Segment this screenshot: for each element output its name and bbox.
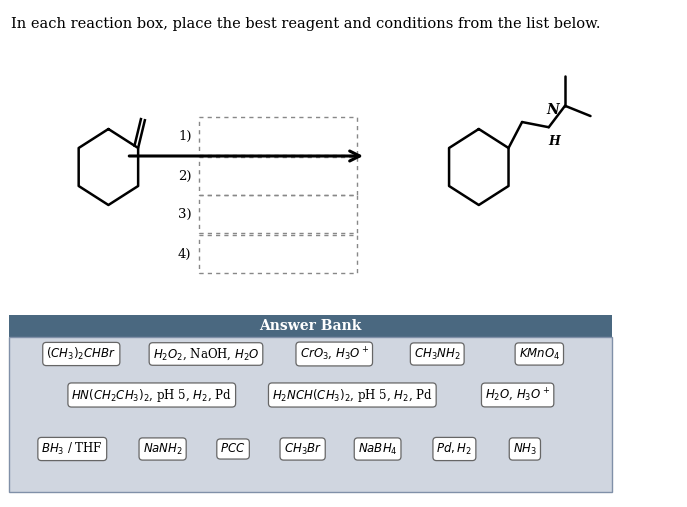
Text: 1): 1) <box>178 129 192 142</box>
Text: In each reaction box, place the best reagent and conditions from the list below.: In each reaction box, place the best rea… <box>11 17 600 31</box>
Text: 2): 2) <box>178 169 192 183</box>
Text: H: H <box>548 135 560 148</box>
Text: $BH_3$ / THF: $BH_3$ / THF <box>41 441 103 457</box>
Bar <box>199 195 357 233</box>
Text: $CH_3NH_2$: $CH_3NH_2$ <box>414 346 460 361</box>
Text: Answer Bank: Answer Bank <box>259 319 361 333</box>
Text: $NaNH_2$: $NaNH_2$ <box>143 442 183 456</box>
Text: $NH_3$: $NH_3$ <box>513 442 537 456</box>
Text: $H_2NCH(CH_3)_2$, pH 5, $H_2$, Pd: $H_2NCH(CH_3)_2$, pH 5, $H_2$, Pd <box>272 386 433 404</box>
Text: $(CH_3)_2CHBr$: $(CH_3)_2CHBr$ <box>46 346 116 362</box>
Text: $CrO_3$, $H_3O^+$: $CrO_3$, $H_3O^+$ <box>300 346 369 363</box>
Text: $NaBH_4$: $NaBH_4$ <box>358 442 398 456</box>
Text: $H_2O_2$, NaOH, $H_2O$: $H_2O_2$, NaOH, $H_2O$ <box>153 346 259 361</box>
Bar <box>9 315 611 337</box>
Text: $H_2O$, $H_3O^+$: $H_2O$, $H_3O^+$ <box>485 387 550 404</box>
Bar <box>199 117 357 155</box>
Text: $KMnO_4$: $KMnO_4$ <box>519 346 560 361</box>
Text: $HN(CH_2CH_3)_2$, pH 5, $H_2$, Pd: $HN(CH_2CH_3)_2$, pH 5, $H_2$, Pd <box>71 386 232 404</box>
Text: $PCC$: $PCC$ <box>221 443 246 455</box>
Text: 3): 3) <box>178 207 192 221</box>
Text: $CH_3Br$: $CH_3Br$ <box>284 442 322 456</box>
Bar <box>9 337 611 492</box>
Text: $Pd, H_2$: $Pd, H_2$ <box>436 441 473 457</box>
Text: N: N <box>546 103 559 117</box>
Bar <box>199 235 357 273</box>
Bar <box>199 157 357 195</box>
Text: 4): 4) <box>178 247 192 261</box>
